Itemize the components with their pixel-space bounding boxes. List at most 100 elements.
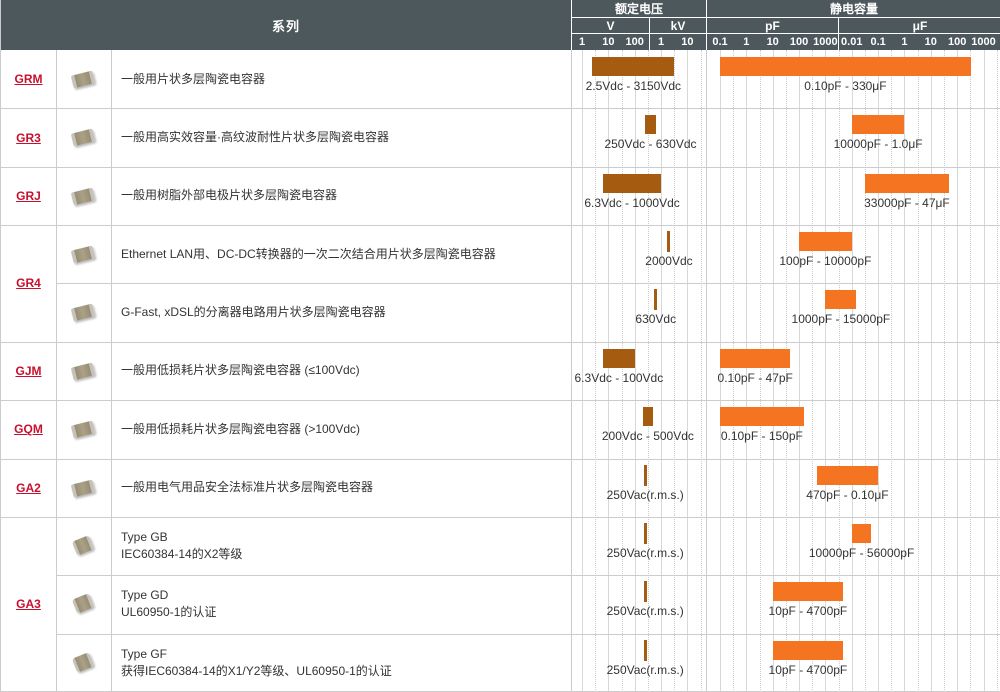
capacitance-range-bar [851,523,872,543]
group-separator [1,517,1000,518]
voltage-gridline-minor [621,50,623,692]
capacitor-chip-photo [70,128,96,147]
series-description: 一般用片状多层陶瓷电容器 [121,50,561,108]
voltage-range-bar [645,115,656,135]
voltage-range-label: 250Vac(r.m.s.) [606,662,684,677]
series-description: 一般用电气用品安全法标准片状多层陶瓷电容器 [121,459,561,517]
voltage-range-label: 6.3Vdc - 100Vdc [574,370,664,385]
series-link-gjm[interactable]: GJM [15,363,42,378]
series-description-line: Type GB [121,530,168,545]
group-separator [1,167,1000,168]
voltage-gridline [608,50,610,692]
column-border [571,50,572,692]
capacitance-gridline-minor [970,50,972,692]
capacitor-chip-photo [71,651,95,673]
group-separator [1,459,1000,460]
series-description: 一般用低损耗片状多层陶瓷电容器 (≤100Vdc) [121,342,561,400]
capacitance-range-label: 10000pF - 1.0μF [833,137,923,152]
voltage-range-label: 2000Vdc [645,254,693,269]
voltage-value-mark [643,522,647,544]
axis-tick-label: 1000 [813,36,838,48]
voltage-gridline [634,50,636,692]
series-description-line: Type GF [121,646,168,661]
axis-tick-label: 100 [947,36,967,48]
voltage-gridline-minor [700,50,702,692]
voltage-range-label: 250Vac(r.m.s.) [606,545,684,560]
table-body: GRM 一般用片状多层陶瓷电容器 2.5Vdc - 3150Vdc 0.10pF - … [1,50,1000,692]
capacitor-chip-photo [70,303,96,322]
capacitor-chip-photo [70,362,96,381]
capacitance-gridline-minor [733,50,735,692]
sub-row-separator [56,634,1000,635]
voltage-range-label: 2.5Vdc - 3150Vdc [585,79,682,93]
axis-tick-label: 100 [625,36,644,48]
series-link-gr3[interactable]: GR3 [16,130,41,145]
capacitance-gridline-minor [864,50,866,692]
capacitance-gridline-minor [812,50,814,692]
capacitance-header: 静电容量 [707,0,1000,17]
series-description-line: 一般用低损耗片状多层陶瓷电容器 (≤100Vdc) [121,363,360,378]
capacitance-range-bar [720,407,804,427]
axis-tick-label: 0.1 [712,36,728,48]
voltage-range-bar [603,348,635,368]
voltage-v-tick-row: 1 10 100 [572,34,649,50]
capacitance-gridline [904,50,906,692]
capacitance-range-label: 10pF - 4700pF [768,604,848,619]
series-description-line: Ethernet LAN用、DC-DC转换器的一次二次结合用片状多层陶瓷电容器 [121,246,496,261]
capacitance-pf-tick-row: 0.1 1 10 100 1000 [707,34,838,50]
capacitance-range-bar [851,115,905,135]
voltage-gridline [687,50,689,692]
series-cell: GR3 [1,108,56,166]
capacitance-gridline [720,50,721,692]
voltage-range-label: 250Vac(r.m.s.) [606,604,684,619]
series-link-gr4[interactable]: GR4 [16,276,41,291]
sub-row-separator [56,283,1000,284]
voltage-range-label: 630Vdc [635,312,677,327]
axis-tick-label: 100 [789,36,809,48]
capacitance-range-label: 0.10pF - 47pF [717,370,793,385]
series-description: 一般用低损耗片状多层陶瓷电容器 (>100Vdc) [121,400,561,458]
capacitor-chip-photo [70,420,96,439]
axis-tick-label: 1 [743,36,750,48]
voltage-gridline [582,50,583,692]
capacitance-gridline [799,50,801,692]
series-description-line: 一般用树脂外部电极片状多层陶瓷电容器 [121,188,338,203]
capacitor-chip-photo [70,187,96,206]
series-description-line: 一般用低损耗片状多层陶瓷电容器 (>100Vdc) [121,421,361,436]
axis-tick-label: 10 [681,36,694,48]
voltage-gridline [661,50,663,692]
series-description: G-Fast, xDSL的分离器电路用片状多层陶瓷电容器 [121,283,561,341]
capacitance-gridline [746,50,748,692]
series-link-gqm[interactable]: GQM [14,422,43,437]
axis-tick-label: 10 [602,36,615,48]
series-link-ga2[interactable]: GA2 [16,480,41,495]
series-description: Type GD UL60950-1的认证 [121,575,561,633]
series-description: Ethernet LAN用、DC-DC转换器的一次二次结合用片状多层陶瓷电容器 [121,225,561,283]
group-separator [1,108,1000,109]
capacitance-range-label: 10000pF - 56000pF [808,545,915,560]
voltage-value-mark [643,464,647,486]
voltage-value-mark [643,639,647,661]
series-description-line: UL60950-1的认证 [121,605,217,620]
capacitance-range-label: 1000pF - 15000pF [791,312,891,327]
voltage-range-label: 6.3Vdc - 1000Vdc [584,195,680,210]
capacitor-chip-photo [70,70,96,89]
capacitance-gridline [957,50,959,692]
capacitance-gridline-minor [838,50,840,692]
capacitance-gridline [878,50,880,692]
series-link-grj[interactable]: GRJ [16,188,41,203]
rated-voltage-header: 额定电压 [572,0,706,17]
voltage-gridline-minor [647,50,649,692]
series-link-ga3[interactable]: GA3 [16,597,41,612]
series-link-grm[interactable]: GRM [14,72,43,87]
voltage-kv-unit-header: kV [650,18,706,33]
series-cell: GJM [1,342,56,400]
capacitor-chip-photo [71,535,95,556]
capacitance-range-label: 10pF - 4700pF [768,662,848,677]
series-cell: GRJ [1,167,56,225]
column-border [706,50,707,692]
capacitance-gridline [825,50,827,692]
series-cell: GQM [1,400,56,458]
capacitance-range-bar [865,173,949,193]
